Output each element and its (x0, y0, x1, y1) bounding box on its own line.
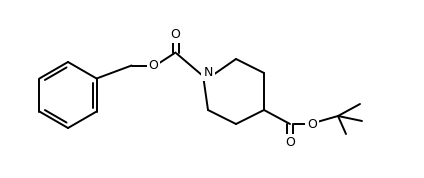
Text: O: O (170, 28, 181, 41)
Text: O: O (307, 117, 317, 130)
Text: O: O (285, 135, 295, 148)
Text: N: N (204, 67, 213, 80)
Text: O: O (149, 59, 159, 72)
